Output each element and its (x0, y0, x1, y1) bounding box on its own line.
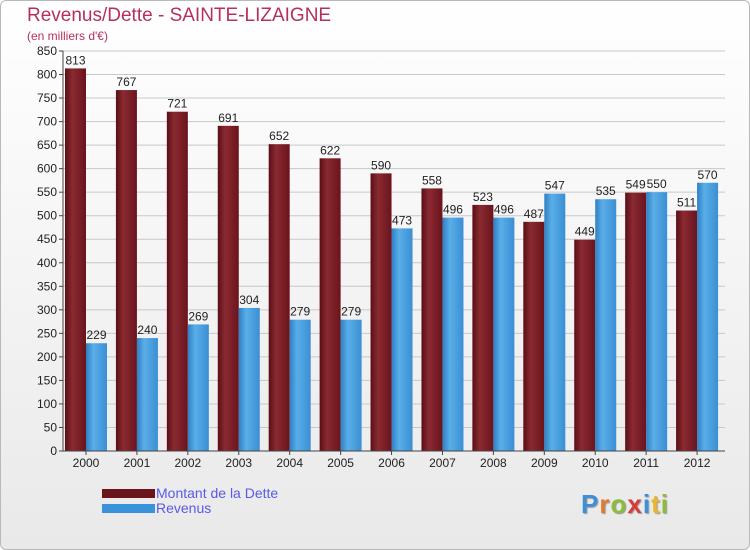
bar-dette (217, 125, 239, 451)
data-label-dette: 558 (422, 173, 442, 187)
logo-letter: x (627, 489, 643, 519)
proxiti-logo: Proxiti (581, 489, 669, 520)
bar-dette (625, 192, 647, 451)
x-tick-label: 2005 (327, 456, 354, 470)
logo-letter: r (599, 489, 611, 519)
bar-dette (421, 188, 443, 452)
y-tick-label: 50 (44, 420, 58, 434)
data-label-revenus: 496 (494, 203, 514, 217)
x-tick-label: 2000 (73, 456, 100, 470)
data-label-revenus: 570 (698, 168, 718, 182)
x-tick-label: 2011 (633, 456, 659, 470)
bar-revenus (595, 199, 617, 451)
data-label-revenus: 535 (596, 184, 616, 198)
x-tick-label: 2010 (582, 456, 609, 470)
bar-dette (166, 111, 188, 452)
logo-letter: t (651, 489, 661, 519)
data-label-dette: 590 (371, 158, 391, 172)
data-label-revenus: 279 (341, 305, 361, 319)
data-label-dette: 549 (626, 178, 646, 192)
bar-revenus (86, 343, 107, 451)
y-tick-label: 800 (37, 68, 57, 82)
bar-dette (115, 90, 137, 451)
y-tick-label: 100 (37, 397, 57, 411)
data-label-dette: 449 (575, 225, 595, 239)
bar-revenus (442, 217, 464, 451)
bar-dette (319, 158, 341, 451)
data-label-dette: 652 (269, 129, 289, 143)
legend-label-debt: Montant de la Dette (156, 485, 279, 501)
data-label-revenus: 240 (137, 323, 157, 337)
x-tick-label: 2012 (684, 456, 711, 470)
data-label-revenus: 269 (188, 309, 208, 323)
data-label-dette: 523 (473, 190, 493, 204)
y-tick-label: 250 (37, 326, 57, 340)
bar-revenus (493, 217, 515, 451)
bar-revenus (136, 338, 158, 451)
y-tick-label: 850 (37, 44, 57, 58)
bar-revenus (646, 192, 668, 452)
bar-revenus (187, 324, 209, 451)
y-tick-label: 450 (37, 232, 57, 246)
bar-revenus (238, 307, 260, 451)
data-label-revenus: 473 (392, 213, 412, 227)
bar-dette (472, 204, 494, 451)
bar-revenus (340, 319, 362, 451)
bar-dette (523, 221, 545, 451)
chart-subtitle: (en milliers d'€) (27, 29, 108, 43)
bar-dette (370, 173, 392, 451)
data-label-dette: 511 (677, 196, 696, 210)
chart-title: Revenus/Dette - SAINTE-LIZAIGNE (27, 5, 332, 26)
data-label-revenus: 550 (647, 177, 667, 191)
legend-swatch-revenus (102, 504, 155, 513)
bar-revenus (391, 228, 413, 451)
data-label-revenus: 547 (545, 179, 565, 193)
y-tick-label: 300 (37, 303, 57, 317)
x-tick-label: 2006 (378, 456, 405, 470)
bar-revenus (697, 182, 719, 451)
data-label-dette: 813 (65, 53, 85, 67)
x-tick-label: 2008 (480, 456, 507, 470)
y-tick-label: 550 (37, 185, 57, 199)
bar-revenus (544, 193, 566, 451)
x-tick-label: 2007 (429, 456, 456, 470)
data-label-dette: 622 (320, 143, 340, 157)
data-label-revenus: 496 (443, 203, 463, 217)
data-label-dette: 487 (524, 207, 544, 221)
data-label-revenus: 304 (239, 293, 259, 307)
data-label-revenus: 229 (86, 328, 106, 342)
x-tick-label: 2009 (531, 456, 558, 470)
y-tick-label: 0 (50, 444, 57, 458)
data-label-revenus: 279 (290, 305, 310, 319)
bar-dette (65, 68, 86, 451)
y-tick-label: 400 (37, 256, 57, 270)
data-label-dette: 721 (167, 97, 187, 111)
legend-swatch-debt (102, 489, 155, 498)
y-tick-label: 500 (37, 209, 57, 223)
data-label-dette: 767 (116, 75, 136, 89)
bar-revenus (289, 319, 311, 451)
legend-label-revenus: Revenus (156, 500, 212, 516)
x-tick-label: 2004 (276, 456, 303, 470)
logo-letter: P (581, 489, 600, 519)
logo-letter: i (660, 489, 669, 519)
y-tick-label: 200 (37, 350, 57, 364)
x-tick-label: 2002 (174, 456, 201, 470)
data-label-dette: 691 (218, 111, 238, 125)
x-tick-label: 2003 (225, 456, 252, 470)
y-tick-label: 750 (37, 91, 57, 105)
y-tick-label: 350 (37, 279, 57, 293)
y-tick-label: 600 (37, 162, 57, 176)
y-tick-label: 700 (37, 115, 57, 129)
logo-letter: o (610, 489, 628, 519)
x-tick-label: 2001 (124, 456, 151, 470)
y-tick-label: 650 (37, 138, 57, 152)
bar-dette (268, 144, 290, 452)
y-tick-label: 150 (37, 373, 57, 387)
bar-dette (676, 210, 698, 451)
bar-dette (574, 239, 596, 451)
logo-letter: i (642, 489, 652, 519)
